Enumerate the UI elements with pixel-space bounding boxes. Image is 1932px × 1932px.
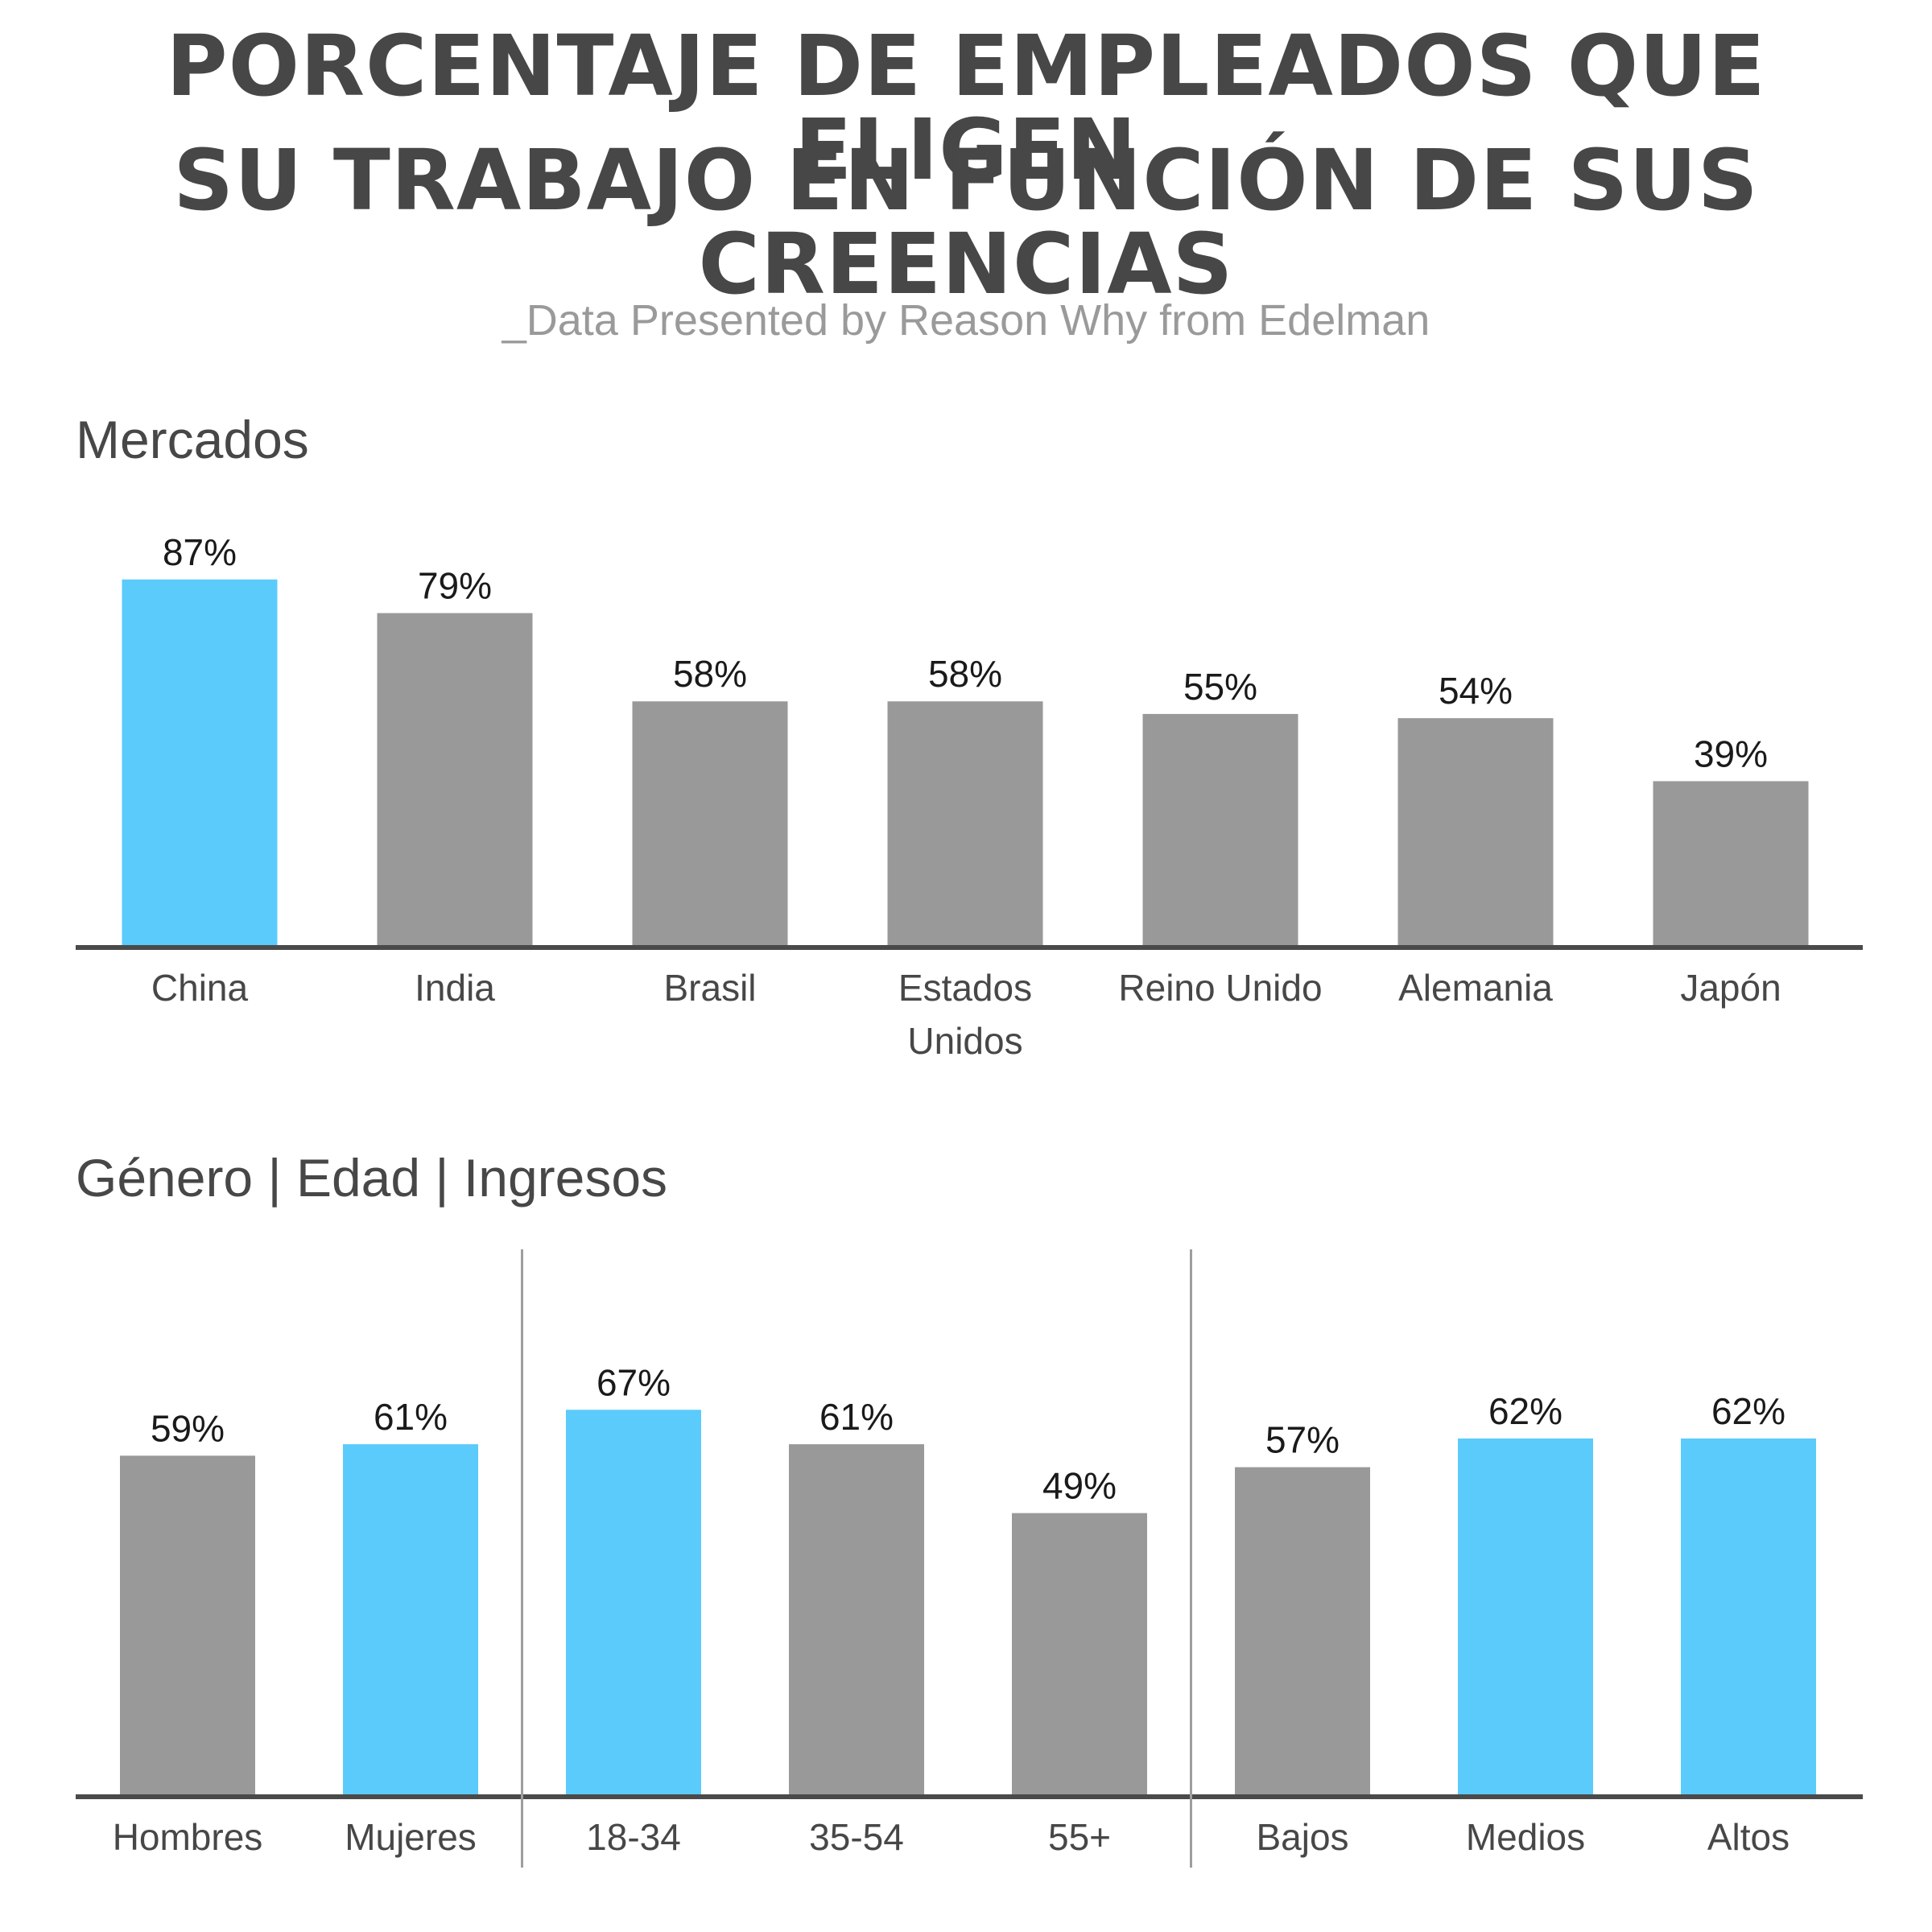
value-label: 54% <box>1439 670 1513 712</box>
bar <box>566 1410 701 1794</box>
bar <box>1681 1438 1816 1794</box>
markets-section-title: Mercados <box>76 410 309 469</box>
value-label: 57% <box>1265 1419 1340 1461</box>
value-label: 62% <box>1711 1390 1785 1432</box>
value-label: 58% <box>673 653 747 695</box>
category-label: Medios <box>1466 1816 1585 1858</box>
subtitle: _Data Presented by Reason Why from Edelm… <box>502 296 1430 345</box>
bar <box>789 1444 924 1794</box>
title-line-2: SU TRABAJO EN FUNCIÓN DE SUS CREENCIAS <box>173 131 1759 313</box>
category-label: Brasil <box>663 967 756 1009</box>
bar <box>343 1444 478 1794</box>
value-label: 55% <box>1183 666 1257 708</box>
category-label: 35-54 <box>809 1816 904 1858</box>
category-label: Japón <box>1680 967 1781 1009</box>
bar <box>1653 781 1809 945</box>
value-label: 62% <box>1488 1390 1563 1432</box>
category-label: China <box>151 967 249 1009</box>
value-label: 61% <box>374 1396 448 1438</box>
category-label: India <box>415 967 495 1009</box>
category-label: Bajos <box>1256 1816 1348 1858</box>
bar <box>632 701 788 945</box>
bar <box>122 579 278 945</box>
bar <box>887 701 1043 945</box>
category-label: 18-34 <box>586 1816 681 1858</box>
category-label: Reino Unido <box>1118 967 1322 1009</box>
category-label: Hombres <box>113 1816 263 1858</box>
demographics-section-title: Género | Edad | Ingresos <box>76 1148 668 1208</box>
bar <box>120 1455 255 1794</box>
category-label: Mujeres <box>345 1816 477 1858</box>
value-label: 87% <box>163 531 237 573</box>
category-label: 55+ <box>1048 1816 1111 1858</box>
bar <box>1397 718 1554 945</box>
value-label: 39% <box>1694 733 1768 774</box>
bar <box>1458 1438 1593 1794</box>
value-label: 67% <box>597 1361 671 1403</box>
value-label: 61% <box>819 1396 894 1438</box>
value-label: 59% <box>151 1407 225 1449</box>
category-label: Altos <box>1707 1816 1790 1858</box>
category-label: Estados <box>898 967 1032 1009</box>
bar <box>1142 713 1298 945</box>
category-label: Unidos <box>907 1020 1022 1062</box>
bar <box>1235 1467 1370 1794</box>
value-label: 79% <box>418 565 492 607</box>
category-label: Alemania <box>1398 967 1553 1009</box>
title-line-1: PORCENTAJE DE EMPLEADOS QUE ELIGEN <box>166 17 1766 199</box>
bar <box>377 613 533 945</box>
value-label: 49% <box>1042 1465 1117 1507</box>
bar <box>1012 1513 1147 1794</box>
value-label: 58% <box>928 653 1002 695</box>
